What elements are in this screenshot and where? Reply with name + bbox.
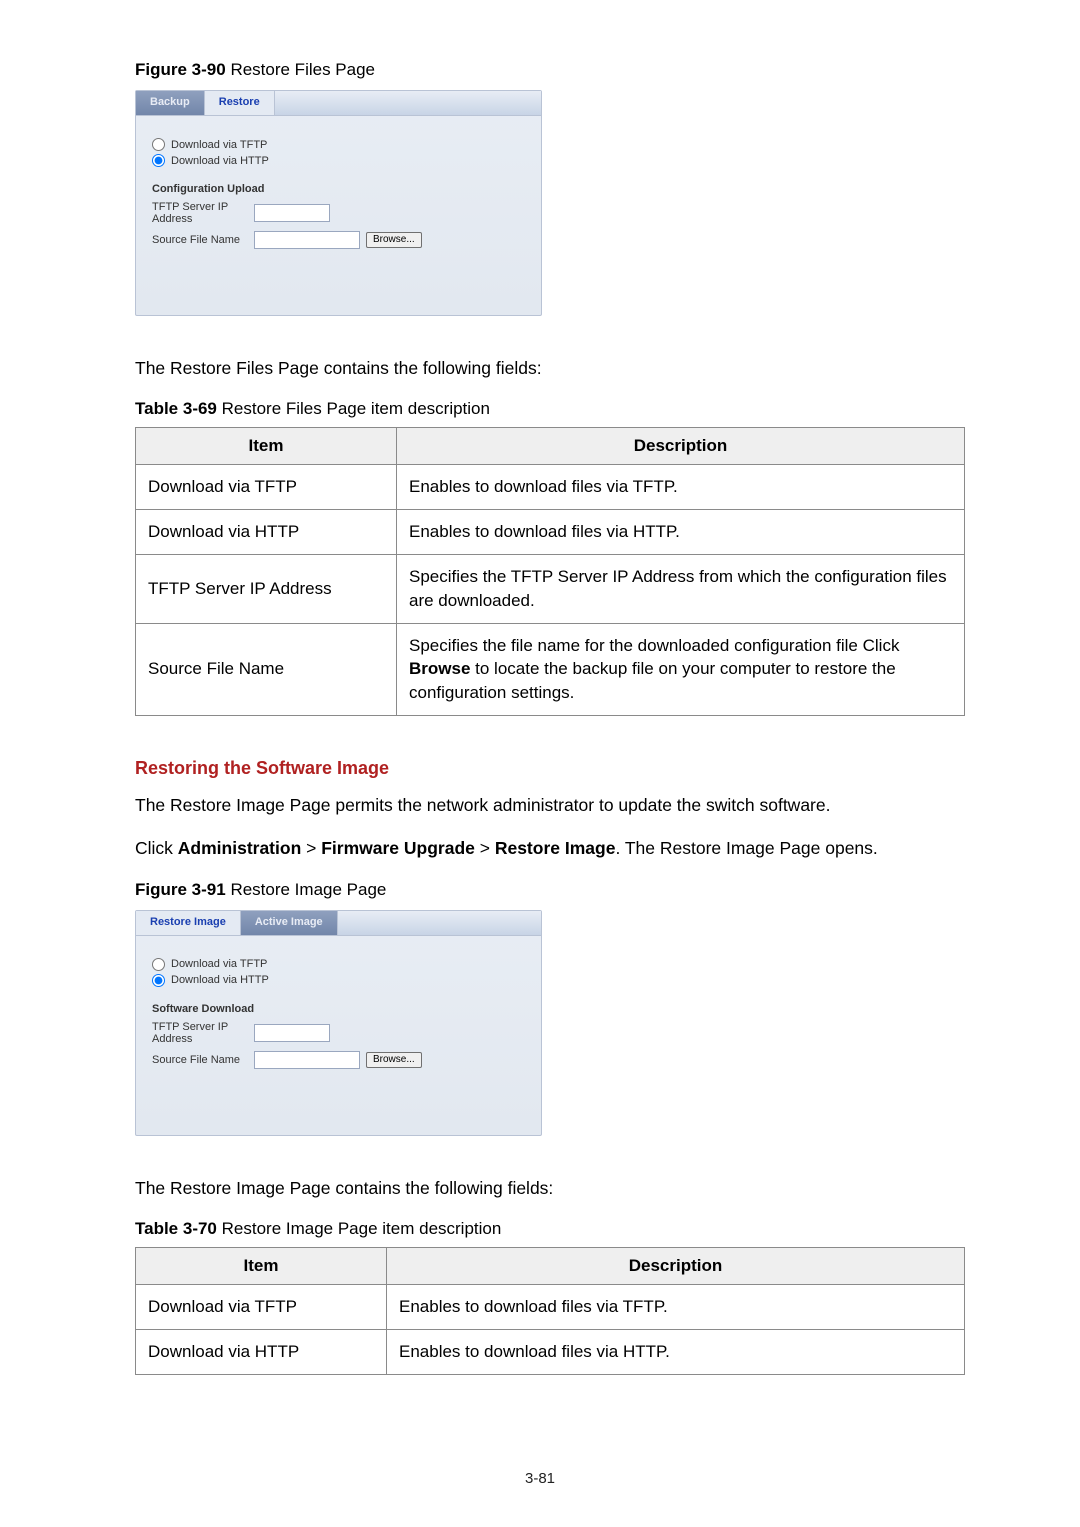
browse-button[interactable]: Browse... [366, 232, 422, 248]
tab-restore[interactable]: Restore [205, 91, 275, 115]
table-label: Table 3-69 [135, 399, 217, 418]
table-header-item: Item [136, 1248, 387, 1285]
table-caption: Table 3-70 Restore Image Page item descr… [135, 1219, 965, 1239]
table-label: Table 3-70 [135, 1219, 217, 1238]
table-row: Download via TFTP Enables to download fi… [136, 465, 965, 510]
figure-caption: Figure 3-90 Restore Files Page [135, 60, 965, 80]
radio-download-http[interactable] [152, 974, 165, 987]
table-row: Download via HTTP Enables to download fi… [136, 1329, 965, 1374]
figure-title: Restore Image Page [230, 880, 386, 899]
field-label-tftp-ip: TFTP Server IP Address [152, 1021, 254, 1045]
restore-files-table: Item Description Download via TFTP Enabl… [135, 427, 965, 716]
cell-desc: Specifies the file name for the download… [397, 623, 965, 715]
table-row: Download via TFTP Enables to download fi… [136, 1285, 965, 1330]
table-header-item: Item [136, 428, 397, 465]
page-number: 3-81 [0, 1470, 1080, 1487]
restore-files-screenshot: Backup Restore Download via TFTP Downloa… [135, 90, 542, 316]
paragraph: The Restore Image Page contains the foll… [135, 1176, 965, 1201]
browse-button[interactable]: Browse... [366, 1052, 422, 1068]
source-file-input[interactable] [254, 1051, 360, 1069]
cell-desc: Specifies the TFTP Server IP Address fro… [397, 554, 965, 623]
tab-restore-image[interactable]: Restore Image [136, 911, 241, 935]
table-row: Download via HTTP Enables to download fi… [136, 510, 965, 555]
cell-desc: Enables to download files via HTTP. [387, 1329, 965, 1374]
cell-item: Download via TFTP [136, 1285, 387, 1330]
table-row: Source File Name Specifies the file name… [136, 623, 965, 715]
cell-desc: Enables to download files via TFTP. [387, 1285, 965, 1330]
figure-label: Figure 3-91 [135, 880, 226, 899]
tab-active-image[interactable]: Active Image [241, 911, 338, 935]
section-title: Software Download [152, 1003, 525, 1015]
field-label-source-file: Source File Name [152, 1054, 254, 1066]
tftp-ip-input[interactable] [254, 1024, 330, 1042]
radio-download-http[interactable] [152, 154, 165, 167]
cell-desc: Enables to download files via HTTP. [397, 510, 965, 555]
table-row: TFTP Server IP Address Specifies the TFT… [136, 554, 965, 623]
figure-label: Figure 3-90 [135, 60, 226, 79]
source-file-input[interactable] [254, 231, 360, 249]
cell-item: Source File Name [136, 623, 397, 715]
figure-title: Restore Files Page [230, 60, 375, 79]
cell-item: Download via HTTP [136, 510, 397, 555]
table-title: Restore Image Page item description [222, 1219, 502, 1238]
table-header-desc: Description [387, 1248, 965, 1285]
radio-label: Download via TFTP [171, 958, 267, 970]
radio-label: Download via TFTP [171, 139, 267, 151]
section-heading: Restoring the Software Image [135, 758, 965, 779]
field-label-tftp-ip: TFTP Server IP Address [152, 201, 254, 225]
cell-item: TFTP Server IP Address [136, 554, 397, 623]
paragraph: The Restore Image Page permits the netwo… [135, 793, 965, 818]
field-label-source-file: Source File Name [152, 234, 254, 246]
cell-item: Download via HTTP [136, 1329, 387, 1374]
table-caption: Table 3-69 Restore Files Page item descr… [135, 399, 965, 419]
tab-bar: Restore Image Active Image [136, 911, 541, 936]
table-title: Restore Files Page item description [222, 399, 490, 418]
restore-image-screenshot: Restore Image Active Image Download via … [135, 910, 542, 1136]
tab-backup[interactable]: Backup [136, 91, 205, 115]
cell-item: Download via TFTP [136, 465, 397, 510]
radio-download-tftp[interactable] [152, 958, 165, 971]
paragraph: The Restore Files Page contains the foll… [135, 356, 965, 381]
tab-bar: Backup Restore [136, 91, 541, 116]
paragraph: Click Administration > Firmware Upgrade … [135, 836, 965, 861]
section-title: Configuration Upload [152, 183, 525, 195]
radio-label: Download via HTTP [171, 155, 269, 167]
tftp-ip-input[interactable] [254, 204, 330, 222]
radio-label: Download via HTTP [171, 974, 269, 986]
restore-image-table: Item Description Download via TFTP Enabl… [135, 1247, 965, 1375]
figure-caption: Figure 3-91 Restore Image Page [135, 880, 965, 900]
table-header-desc: Description [397, 428, 965, 465]
cell-desc: Enables to download files via TFTP. [397, 465, 965, 510]
radio-download-tftp[interactable] [152, 138, 165, 151]
